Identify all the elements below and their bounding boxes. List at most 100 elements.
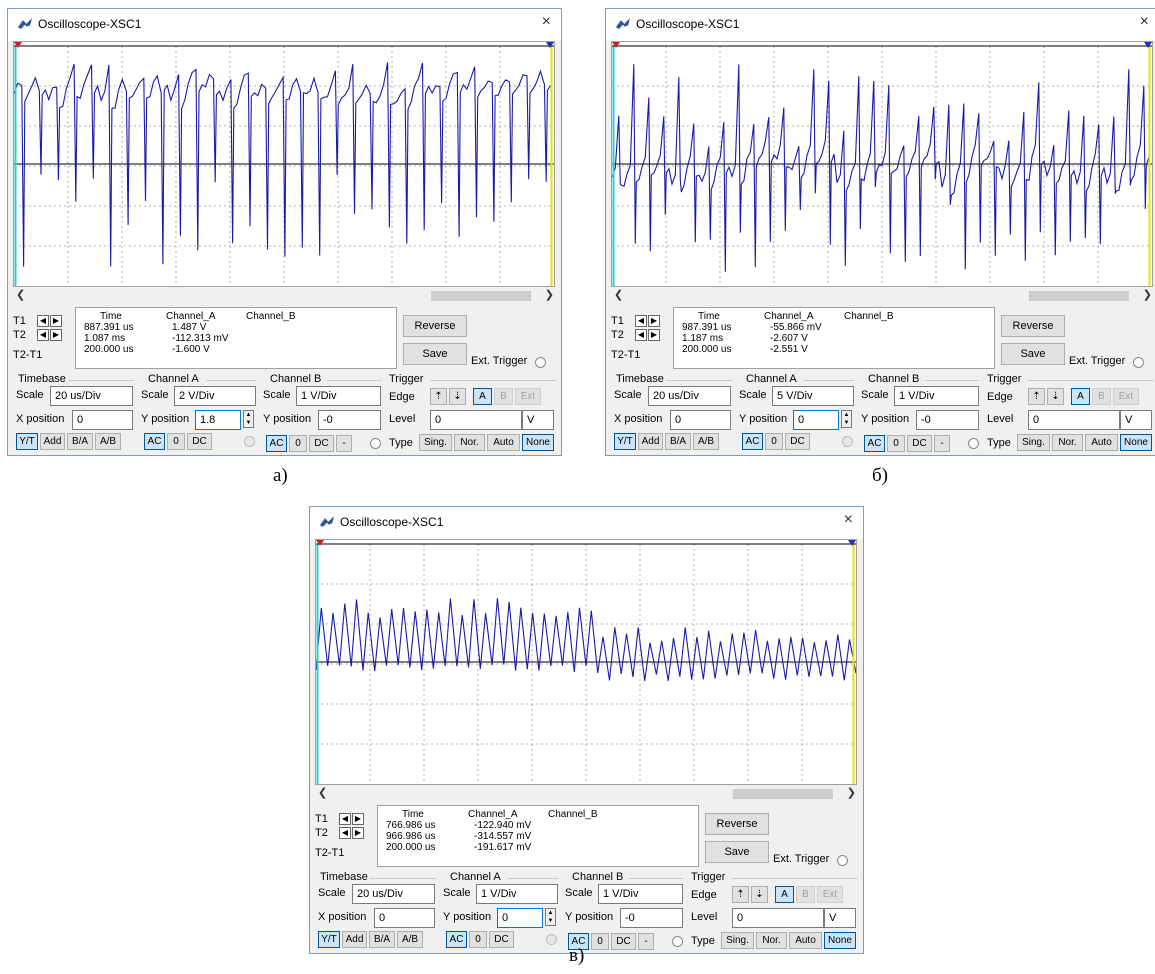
- channel-b-ac-button[interactable]: AC: [568, 933, 589, 950]
- t2-left-arrow-icon[interactable]: ◀: [37, 329, 49, 341]
- channel-b-radio[interactable]: [672, 936, 683, 947]
- horizontal-scrollbar[interactable]: ❮ ❯: [611, 289, 1155, 303]
- trigger-normal-button[interactable]: Nor.: [756, 932, 787, 949]
- channel-b-dc-button[interactable]: DC: [611, 933, 636, 950]
- mode-yt-button[interactable]: Y/T: [16, 433, 38, 450]
- rising-edge-icon[interactable]: ⇡: [732, 886, 749, 903]
- trigger-level-input[interactable]: 0: [430, 410, 522, 430]
- timebase-scale-input[interactable]: 20 us/Div: [352, 884, 435, 904]
- trigger-auto-button[interactable]: Auto: [487, 434, 520, 451]
- mode-add-button[interactable]: Add: [638, 433, 663, 450]
- channel-a-zero-button[interactable]: 0: [167, 433, 185, 450]
- scroll-thumb[interactable]: [733, 789, 833, 799]
- channel-b-minus-button[interactable]: -: [638, 933, 654, 950]
- channel-b-zero-button[interactable]: 0: [591, 933, 609, 950]
- trigger-source-a-button[interactable]: A: [1071, 388, 1090, 405]
- channel-b-ypos-input[interactable]: -0: [318, 410, 381, 430]
- channel-a-ypos-input[interactable]: 0: [497, 908, 543, 928]
- scroll-thumb[interactable]: [1029, 291, 1129, 301]
- close-icon[interactable]: ×: [541, 13, 551, 30]
- trigger-auto-button[interactable]: Auto: [789, 932, 822, 949]
- t1-left-arrow-icon[interactable]: ◀: [37, 315, 49, 327]
- t1-right-arrow-icon[interactable]: ▶: [648, 315, 660, 327]
- trigger-source-b-button[interactable]: B: [494, 388, 513, 405]
- title-bar[interactable]: Oscilloscope-XSC1 ×: [8, 9, 561, 41]
- t2-left-arrow-icon[interactable]: ◀: [635, 329, 647, 341]
- save-button[interactable]: Save: [403, 343, 467, 365]
- channel-a-dc-button[interactable]: DC: [785, 433, 810, 450]
- channel-a-scale-input[interactable]: 1 V/Div: [476, 884, 558, 904]
- horizontal-scrollbar[interactable]: ❮ ❯: [13, 289, 557, 303]
- channel-a-scale-input[interactable]: 2 V/Div: [174, 386, 256, 406]
- reverse-button[interactable]: Reverse: [705, 813, 769, 835]
- mode-yt-button[interactable]: Y/T: [318, 931, 340, 948]
- reverse-button[interactable]: Reverse: [1001, 315, 1065, 337]
- ext-trigger-radio[interactable]: [1133, 357, 1144, 368]
- mode-yt-button[interactable]: Y/T: [614, 433, 636, 450]
- channel-a-dc-button[interactable]: DC: [489, 931, 514, 948]
- trigger-normal-button[interactable]: Nor.: [454, 434, 485, 451]
- trigger-single-button[interactable]: Sing.: [721, 932, 754, 949]
- trigger-level-input[interactable]: 0: [1028, 410, 1120, 430]
- t2-right-arrow-icon[interactable]: ▶: [352, 827, 364, 839]
- scroll-right-icon[interactable]: ❯: [846, 787, 856, 799]
- scroll-left-icon[interactable]: ❮: [318, 787, 328, 799]
- mode-ab-button[interactable]: A/B: [397, 931, 423, 948]
- channel-b-ypos-input[interactable]: -0: [916, 410, 979, 430]
- timebase-scale-input[interactable]: 20 us/Div: [648, 386, 731, 406]
- channel-a-ypos-spinner-icon[interactable]: ▲ ▼: [841, 410, 852, 428]
- mode-add-button[interactable]: Add: [40, 433, 65, 450]
- trigger-source-ext-button[interactable]: Ext: [515, 388, 541, 405]
- channel-b-scale-input[interactable]: 1 V/Div: [894, 386, 979, 406]
- save-button[interactable]: Save: [705, 841, 769, 863]
- rising-edge-icon[interactable]: ⇡: [1028, 388, 1045, 405]
- t2-left-arrow-icon[interactable]: ◀: [339, 827, 351, 839]
- ext-trigger-radio[interactable]: [837, 855, 848, 866]
- t1-right-arrow-icon[interactable]: ▶: [50, 315, 62, 327]
- mode-add-button[interactable]: Add: [342, 931, 367, 948]
- channel-a-ac-button[interactable]: AC: [742, 433, 763, 450]
- falling-edge-icon[interactable]: ⇣: [751, 886, 768, 903]
- trigger-source-a-button[interactable]: A: [775, 886, 794, 903]
- channel-a-zero-button[interactable]: 0: [765, 433, 783, 450]
- t1-left-arrow-icon[interactable]: ◀: [339, 813, 351, 825]
- close-icon[interactable]: ×: [843, 511, 853, 528]
- mode-ba-button[interactable]: B/A: [369, 931, 395, 948]
- t1-right-arrow-icon[interactable]: ▶: [352, 813, 364, 825]
- channel-a-dc-button[interactable]: DC: [187, 433, 212, 450]
- channel-a-ac-button[interactable]: AC: [144, 433, 165, 450]
- channel-a-zero-button[interactable]: 0: [469, 931, 487, 948]
- rising-edge-icon[interactable]: ⇡: [430, 388, 447, 405]
- trigger-source-ext-button[interactable]: Ext: [817, 886, 843, 903]
- close-icon[interactable]: ×: [1139, 13, 1149, 30]
- channel-a-ypos-input[interactable]: 1.8: [195, 410, 241, 430]
- channel-a-radio[interactable]: [842, 436, 853, 447]
- trigger-source-b-button[interactable]: B: [796, 886, 815, 903]
- ext-trigger-radio[interactable]: [535, 357, 546, 368]
- t1-left-arrow-icon[interactable]: ◀: [635, 315, 647, 327]
- trigger-single-button[interactable]: Sing.: [419, 434, 452, 451]
- reverse-button[interactable]: Reverse: [403, 315, 467, 337]
- channel-b-radio[interactable]: [370, 438, 381, 449]
- channel-b-dc-button[interactable]: DC: [309, 435, 334, 452]
- channel-a-ypos-spinner-icon[interactable]: ▲ ▼: [545, 908, 556, 926]
- channel-b-ac-button[interactable]: AC: [864, 435, 885, 452]
- scroll-right-icon[interactable]: ❯: [544, 289, 554, 301]
- channel-a-radio[interactable]: [546, 934, 557, 945]
- trigger-source-ext-button[interactable]: Ext: [1113, 388, 1139, 405]
- save-button[interactable]: Save: [1001, 343, 1065, 365]
- scroll-left-icon[interactable]: ❮: [614, 289, 624, 301]
- channel-b-ac-button[interactable]: AC: [266, 435, 287, 452]
- trigger-auto-button[interactable]: Auto: [1085, 434, 1118, 451]
- trigger-none-button[interactable]: None: [1120, 434, 1152, 451]
- trigger-level-unit[interactable]: V: [522, 410, 554, 430]
- channel-b-ypos-input[interactable]: -0: [620, 908, 683, 928]
- channel-b-dc-button[interactable]: DC: [907, 435, 932, 452]
- trigger-single-button[interactable]: Sing.: [1017, 434, 1050, 451]
- channel-b-scale-input[interactable]: 1 V/Div: [296, 386, 381, 406]
- timebase-scale-input[interactable]: 20 us/Div: [50, 386, 133, 406]
- t2-right-arrow-icon[interactable]: ▶: [50, 329, 62, 341]
- trigger-normal-button[interactable]: Nor.: [1052, 434, 1083, 451]
- channel-b-minus-button[interactable]: -: [336, 435, 352, 452]
- t2-right-arrow-icon[interactable]: ▶: [648, 329, 660, 341]
